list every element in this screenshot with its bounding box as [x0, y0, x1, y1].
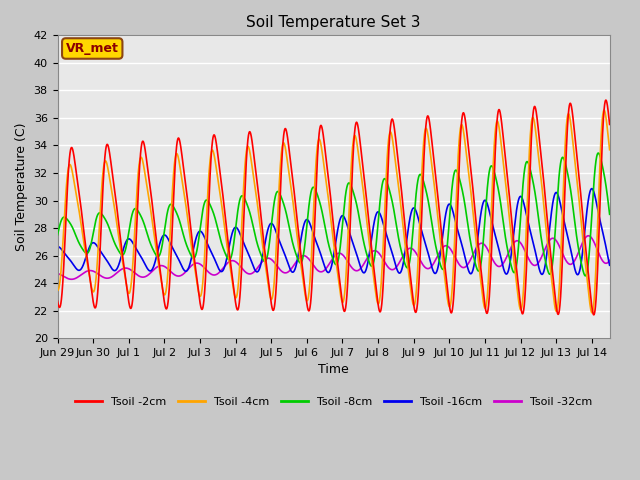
Tsoil -32cm	[68, 276, 76, 282]
Tsoil -4cm	[264, 284, 272, 290]
Tsoil -4cm	[385, 136, 392, 142]
Tsoil -4cm	[588, 310, 596, 316]
Tsoil -16cm	[573, 272, 581, 277]
Tsoil -32cm	[154, 264, 162, 269]
X-axis label: Time: Time	[318, 363, 349, 376]
Tsoil -16cm	[466, 270, 474, 276]
Legend: Tsoil -2cm, Tsoil -4cm, Tsoil -8cm, Tsoil -16cm, Tsoil -32cm: Tsoil -2cm, Tsoil -4cm, Tsoil -8cm, Tsoi…	[70, 392, 597, 411]
Tsoil -16cm	[264, 225, 272, 230]
Tsoil -16cm	[154, 248, 162, 254]
Line: Tsoil -8cm: Tsoil -8cm	[58, 153, 610, 276]
Tsoil -4cm	[54, 288, 61, 293]
Tsoil -2cm	[590, 312, 598, 318]
Tsoil -4cm	[508, 236, 515, 241]
Tsoil -8cm	[466, 232, 474, 238]
Tsoil -16cm	[413, 210, 420, 216]
Tsoil -4cm	[413, 285, 420, 290]
Tsoil -16cm	[54, 244, 61, 250]
Tsoil -2cm	[264, 278, 272, 284]
Tsoil -32cm	[265, 255, 273, 261]
Tsoil -32cm	[466, 259, 474, 264]
Tsoil -32cm	[584, 233, 592, 239]
Tsoil -2cm	[466, 154, 474, 160]
Tsoil -2cm	[154, 249, 162, 255]
Tsoil -2cm	[413, 308, 420, 313]
Tsoil -32cm	[606, 258, 614, 264]
Tsoil -2cm	[606, 121, 614, 127]
Tsoil -4cm	[154, 256, 162, 262]
Tsoil -8cm	[385, 185, 392, 191]
Tsoil -32cm	[508, 244, 515, 250]
Tsoil -8cm	[264, 247, 272, 253]
Tsoil -2cm	[54, 298, 61, 304]
Line: Tsoil -2cm: Tsoil -2cm	[58, 100, 610, 315]
Text: VR_met: VR_met	[66, 42, 118, 55]
Tsoil -8cm	[413, 187, 420, 192]
Tsoil -8cm	[54, 232, 61, 238]
Line: Tsoil -32cm: Tsoil -32cm	[58, 236, 610, 279]
Tsoil -32cm	[54, 271, 61, 276]
Y-axis label: Soil Temperature (C): Soil Temperature (C)	[15, 122, 28, 251]
Tsoil -4cm	[466, 177, 474, 182]
Line: Tsoil -4cm: Tsoil -4cm	[58, 110, 610, 313]
Line: Tsoil -16cm: Tsoil -16cm	[58, 189, 610, 275]
Tsoil -2cm	[508, 216, 515, 221]
Title: Soil Temperature Set 3: Soil Temperature Set 3	[246, 15, 421, 30]
Tsoil -32cm	[385, 265, 392, 271]
Tsoil -8cm	[595, 150, 602, 156]
Tsoil -8cm	[154, 253, 162, 259]
Tsoil -4cm	[600, 107, 608, 113]
Tsoil -32cm	[413, 251, 420, 257]
Tsoil -4cm	[606, 147, 614, 153]
Tsoil -2cm	[602, 97, 610, 103]
Tsoil -16cm	[385, 239, 392, 244]
Tsoil -8cm	[582, 273, 589, 279]
Tsoil -16cm	[508, 250, 515, 256]
Tsoil -16cm	[588, 186, 596, 192]
Tsoil -8cm	[606, 211, 614, 217]
Tsoil -16cm	[606, 263, 614, 268]
Tsoil -2cm	[385, 151, 392, 157]
Tsoil -8cm	[508, 264, 515, 269]
